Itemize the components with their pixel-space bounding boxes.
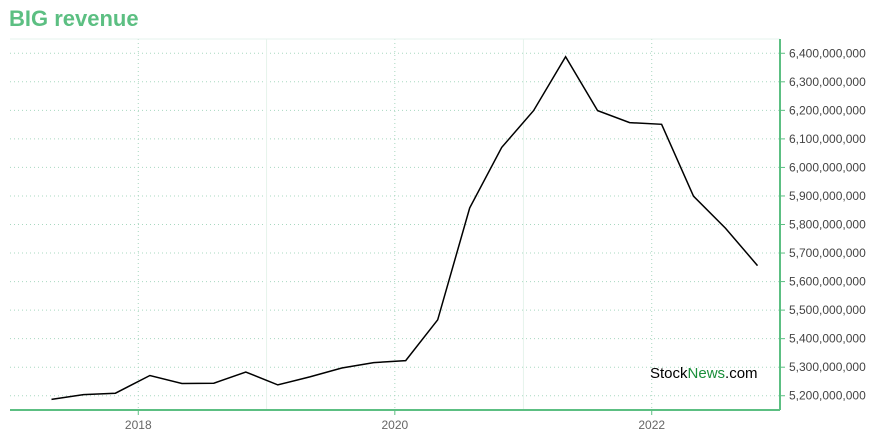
y-tick-label: 5,300,000,000 — [789, 360, 866, 374]
y-tick-label: 5,200,000,000 — [789, 389, 866, 403]
grid-lines — [10, 38, 780, 410]
y-tick-label: 5,400,000,000 — [789, 332, 866, 346]
y-tick-label: 5,500,000,000 — [789, 303, 866, 317]
y-tick-label: 5,800,000,000 — [789, 218, 866, 232]
x-tick-label: 2020 — [381, 418, 408, 432]
stocknews-watermark: StockNews.com — [650, 365, 758, 382]
y-tick-label: 5,700,000,000 — [789, 246, 866, 260]
y-axis-ticks: 5,200,000,000 5,300,000,000 5,400,000,000 5… — [780, 46, 866, 403]
x-tick-label: 2022 — [638, 418, 665, 432]
watermark-part-news: News — [687, 365, 726, 382]
data-points — [51, 56, 758, 400]
y-tick-label: 6,200,000,000 — [789, 103, 866, 117]
y-tick-label: 6,000,000,000 — [789, 160, 866, 174]
y-tick-label: 5,900,000,000 — [789, 189, 866, 203]
watermark-part-com: .com — [725, 365, 758, 382]
y-tick-label: 6,100,000,000 — [789, 132, 866, 146]
y-tick-label: 6,300,000,000 — [789, 75, 866, 89]
x-tick-label: 2018 — [125, 418, 152, 432]
watermark-part-stock: Stock — [650, 365, 688, 382]
x-axis-ticks: 2018 2020 2022 — [125, 410, 665, 432]
y-tick-label: 5,600,000,000 — [789, 275, 866, 289]
chart-title: BIG revenue — [9, 6, 139, 31]
y-tick-label: 6,400,000,000 — [789, 46, 866, 60]
